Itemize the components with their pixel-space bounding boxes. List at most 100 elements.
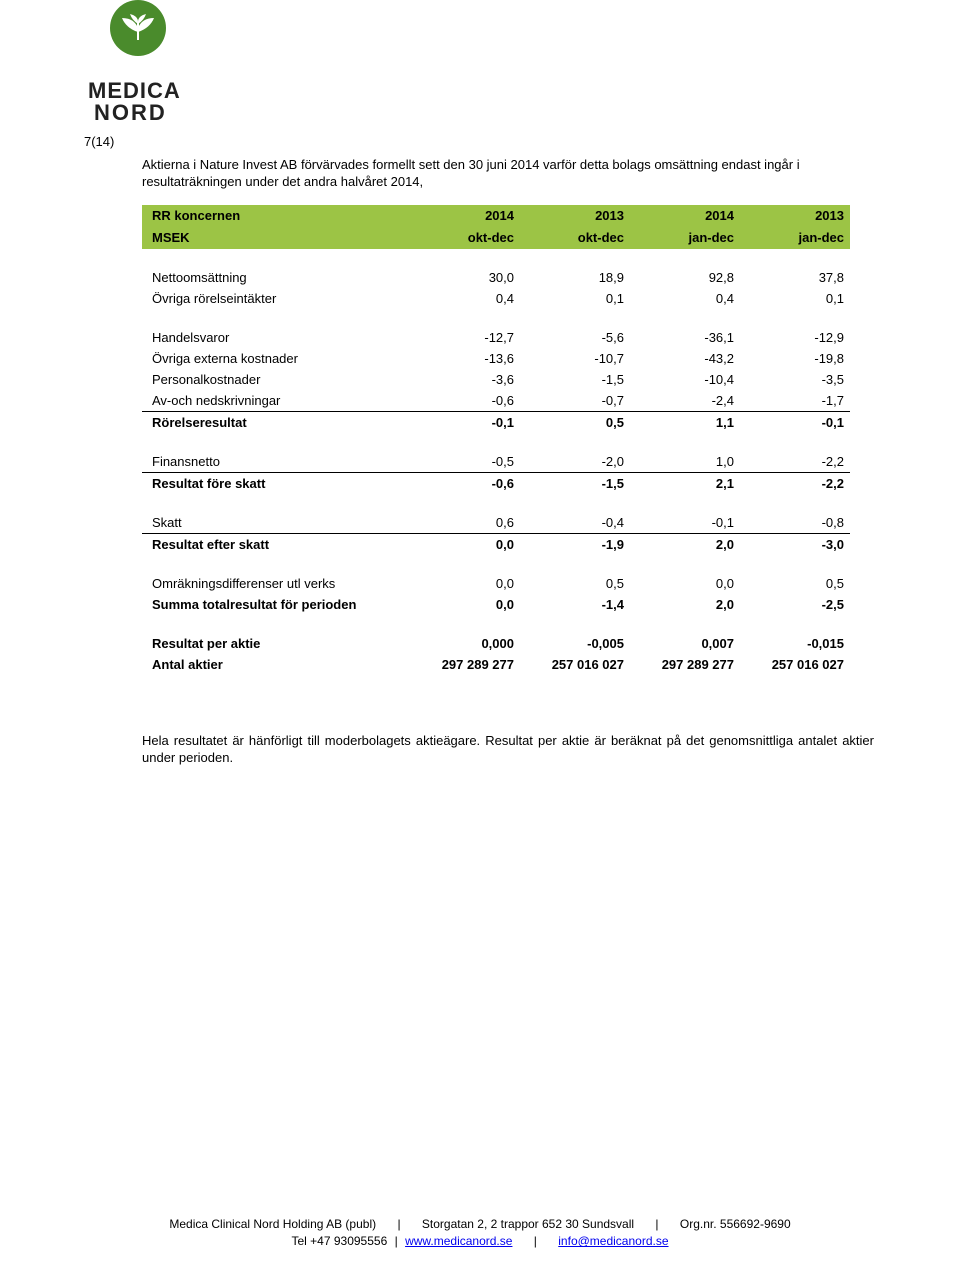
row-value: -1,4: [520, 594, 630, 615]
row-label: Nettoomsättning: [142, 267, 410, 288]
row-value: -5,6: [520, 327, 630, 348]
table-row: [142, 615, 850, 633]
row-value: 0,000: [410, 633, 520, 654]
table-row: Finansnetto-0,5-2,01,0-2,2: [142, 451, 850, 473]
row-label: Finansnetto: [142, 451, 410, 473]
row-label: Personalkostnader: [142, 369, 410, 390]
row-label: Av-och nedskrivningar: [142, 390, 410, 412]
table-row: Resultat efter skatt0,0-1,92,0-3,0: [142, 533, 850, 555]
row-label: Antal aktier: [142, 654, 410, 675]
row-value: -0,8: [740, 512, 850, 534]
row-value: -12,9: [740, 327, 850, 348]
row-value: -2,2: [740, 451, 850, 473]
table-row: [142, 494, 850, 512]
header-col-3: 2014: [630, 205, 740, 227]
income-statement-table: RR koncernen 2014 2013 2014 2013 MSEK ok…: [142, 205, 850, 675]
row-label: Resultat per aktie: [142, 633, 410, 654]
row-value: 0,0: [410, 594, 520, 615]
row-value: 0,6: [410, 512, 520, 534]
row-value: 0,007: [630, 633, 740, 654]
table-row: Övriga externa kostnader-13,6-10,7-43,2-…: [142, 348, 850, 369]
row-value: 297 289 277: [630, 654, 740, 675]
logo-text-1: MEDICA: [88, 80, 210, 102]
row-label: Handelsvaror: [142, 327, 410, 348]
intro-paragraph: Aktierna i Nature Invest AB förvärvades …: [142, 157, 874, 191]
row-value: -2,4: [630, 390, 740, 412]
row-value: 0,0: [410, 533, 520, 555]
row-value: -1,5: [520, 369, 630, 390]
row-value: 0,4: [410, 288, 520, 309]
header-period-3: jan-dec: [630, 227, 740, 249]
row-value: 18,9: [520, 267, 630, 288]
row-value: -2,2: [740, 472, 850, 494]
row-value: -1,9: [520, 533, 630, 555]
row-value: -19,8: [740, 348, 850, 369]
table-row: Resultat före skatt-0,6-1,52,1-2,2: [142, 472, 850, 494]
row-value: -36,1: [630, 327, 740, 348]
row-value: 92,8: [630, 267, 740, 288]
row-value: 0,5: [520, 573, 630, 594]
table-row: Av-och nedskrivningar-0,6-0,7-2,4-1,7: [142, 390, 850, 412]
header-period-1: okt-dec: [410, 227, 520, 249]
footer-tel: Tel +47 93095556: [291, 1234, 387, 1248]
row-value: 0,5: [520, 411, 630, 433]
row-value: 0,5: [740, 573, 850, 594]
row-label: Rörelseresultat: [142, 411, 410, 433]
row-value: -1,7: [740, 390, 850, 412]
table-row: Omräkningsdifferenser utl verks0,00,50,0…: [142, 573, 850, 594]
row-value: -0,015: [740, 633, 850, 654]
row-value: -0,5: [410, 451, 520, 473]
footnote-text: Hela resultatet är hänförligt till moder…: [142, 733, 874, 767]
page-number: 7(14): [84, 134, 874, 149]
row-value: 2,0: [630, 594, 740, 615]
row-value: 0,0: [630, 573, 740, 594]
page-footer: Medica Clinical Nord Holding AB (publ) |…: [0, 1216, 960, 1250]
company-logo: MEDICA NORD: [88, 0, 210, 124]
row-value: -13,6: [410, 348, 520, 369]
row-value: -0,005: [520, 633, 630, 654]
row-value: 1,0: [630, 451, 740, 473]
row-label: Summa totalresultat för perioden: [142, 594, 410, 615]
row-label: Övriga externa kostnader: [142, 348, 410, 369]
row-value: 2,0: [630, 533, 740, 555]
table-row: [142, 433, 850, 451]
row-value: 257 016 027: [740, 654, 850, 675]
row-value: -12,7: [410, 327, 520, 348]
row-value: 30,0: [410, 267, 520, 288]
header-period-4: jan-dec: [740, 227, 850, 249]
row-value: -2,0: [520, 451, 630, 473]
footer-web-link[interactable]: www.medicanord.se: [405, 1234, 512, 1248]
header-col-1: 2014: [410, 205, 520, 227]
row-value: -0,4: [520, 512, 630, 534]
table-header-row-2: MSEK okt-dec okt-dec jan-dec jan-dec: [142, 227, 850, 249]
row-value: -0,6: [410, 472, 520, 494]
row-value: 2,1: [630, 472, 740, 494]
table-row: Skatt0,6-0,4-0,1-0,8: [142, 512, 850, 534]
footer-company: Medica Clinical Nord Holding AB (publ): [169, 1217, 376, 1231]
footer-org: Org.nr. 556692-9690: [680, 1217, 791, 1231]
row-value: -10,7: [520, 348, 630, 369]
header-col-2: 2013: [520, 205, 630, 227]
row-value: -10,4: [630, 369, 740, 390]
table-row: [142, 555, 850, 573]
row-value: 0,0: [410, 573, 520, 594]
table-row: Summa totalresultat för perioden0,0-1,42…: [142, 594, 850, 615]
row-value: -3,5: [740, 369, 850, 390]
row-value: -3,6: [410, 369, 520, 390]
row-value: 0,1: [520, 288, 630, 309]
table-row: [142, 249, 850, 267]
footer-email-link[interactable]: info@medicanord.se: [558, 1234, 668, 1248]
leaf-icon: [118, 14, 158, 42]
row-value: -1,5: [520, 472, 630, 494]
row-value: -3,0: [740, 533, 850, 555]
row-value: 0,1: [740, 288, 850, 309]
table-row: [142, 309, 850, 327]
row-value: -43,2: [630, 348, 740, 369]
table-row: Resultat per aktie0,000-0,0050,007-0,015: [142, 633, 850, 654]
table-row: Nettoomsättning30,018,992,837,8: [142, 267, 850, 288]
header-subtitle: MSEK: [142, 227, 410, 249]
header-col-4: 2013: [740, 205, 850, 227]
table-row: Övriga rörelseintäkter0,40,10,40,1: [142, 288, 850, 309]
header-title: RR koncernen: [142, 205, 410, 227]
row-value: -0,6: [410, 390, 520, 412]
